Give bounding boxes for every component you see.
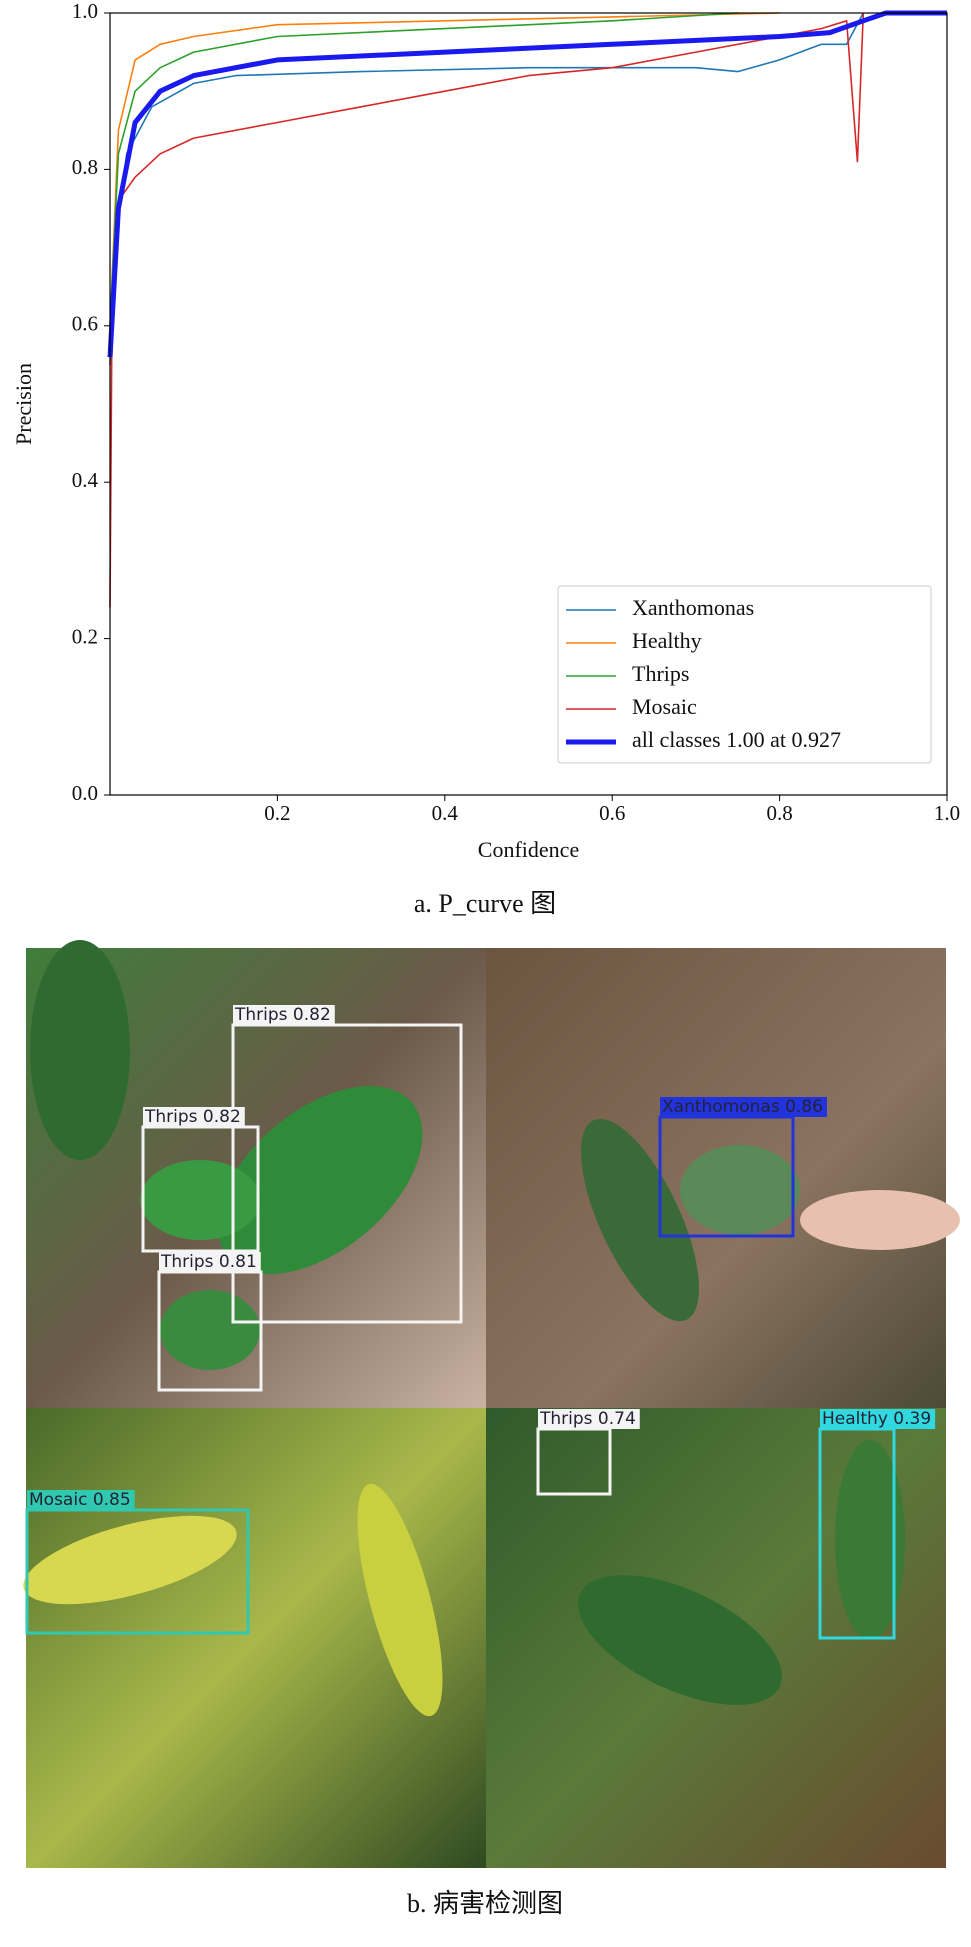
x-axis-label: Confidence xyxy=(478,837,579,862)
y-tick-label: 0.0 xyxy=(72,781,98,805)
leaf xyxy=(30,940,130,1160)
detection-label: Thrips 0.74 xyxy=(539,1409,636,1429)
detection-label-bg xyxy=(143,1107,245,1127)
legend-label: all classes 1.00 at 0.927 xyxy=(632,727,841,752)
leaf xyxy=(357,1483,443,1717)
detection-label: Healthy 0.39 xyxy=(822,1409,931,1429)
detection-label-bg xyxy=(538,1409,640,1429)
x-tick-label: 0.8 xyxy=(766,801,792,825)
leaf xyxy=(160,1290,260,1370)
leaf xyxy=(217,1086,423,1274)
y-axis-label: Precision xyxy=(11,363,36,445)
series-line xyxy=(109,12,780,326)
detection-label-bg xyxy=(27,1490,135,1510)
detection-box xyxy=(25,1508,250,1635)
y-tick-label: 0.6 xyxy=(72,312,98,336)
hand xyxy=(800,1190,960,1250)
detection-label-bg xyxy=(233,1005,335,1025)
detection-label-bg xyxy=(820,1409,936,1429)
detection-label-bg xyxy=(159,1252,261,1272)
plot-frame xyxy=(109,12,948,796)
detection-label-bg xyxy=(660,1097,827,1117)
detection-label: Mosaic 0.85 xyxy=(29,1490,131,1510)
series-line xyxy=(109,12,865,365)
detection-box xyxy=(231,1023,463,1324)
caption: a. P_curve 图 xyxy=(414,889,556,918)
x-tick-label: 0.6 xyxy=(599,801,625,825)
y-tick-label: 1.0 xyxy=(72,0,98,23)
legend-label: Mosaic xyxy=(632,694,697,719)
x-tick-label: 1.0 xyxy=(934,801,960,825)
leaf xyxy=(578,1575,782,1705)
legend-label: Xanthomonas xyxy=(632,595,754,620)
x-tick-label: 0.4 xyxy=(432,801,459,825)
leaf xyxy=(23,1515,237,1605)
legend-label: Thrips xyxy=(632,661,689,686)
x-tick-label: 0.2 xyxy=(264,801,290,825)
leaf xyxy=(140,1160,260,1240)
leaf xyxy=(835,1440,905,1640)
series-line xyxy=(109,12,865,608)
y-tick-label: 0.2 xyxy=(72,624,98,648)
detection-label: Thrips 0.81 xyxy=(160,1252,257,1272)
caption: b. 病害检测图 xyxy=(407,1889,563,1918)
series-line xyxy=(109,12,738,326)
y-tick-label: 0.8 xyxy=(72,155,98,179)
leaf xyxy=(581,1118,699,1322)
detection-label: Thrips 0.82 xyxy=(234,1005,331,1025)
y-tick-label: 0.4 xyxy=(72,468,99,492)
legend-box xyxy=(557,585,932,764)
series-line xyxy=(107,10,947,358)
detection-label: Thrips 0.82 xyxy=(144,1107,241,1127)
detection-label: Xanthomonas 0.86 xyxy=(662,1097,823,1117)
leaf xyxy=(680,1145,800,1235)
detection-photos xyxy=(23,940,960,1868)
legend-label: Healthy xyxy=(632,628,702,653)
